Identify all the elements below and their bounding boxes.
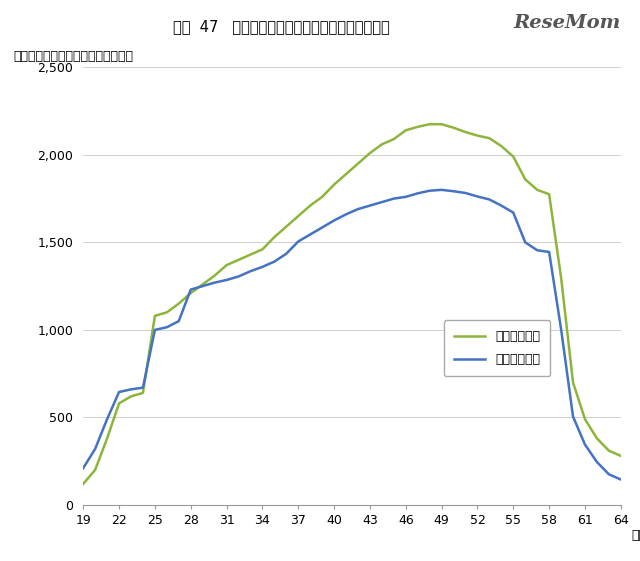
現状シナリオ — [366, 202, 374, 209]
現状シナリオ — [402, 194, 410, 200]
改善シナリオ — [139, 389, 147, 396]
Text: 図表  47   各歳別の税・社会保障の純負担額の推移: 図表 47 各歳別の税・社会保障の純負担額の推移 — [173, 20, 390, 35]
現状シナリオ — [438, 186, 445, 193]
現状シナリオ — [414, 190, 422, 197]
改善シナリオ — [318, 194, 326, 200]
現状シナリオ — [509, 209, 517, 216]
現状シナリオ — [474, 193, 481, 200]
改善シナリオ — [438, 121, 445, 127]
現状シナリオ — [294, 238, 302, 245]
改善シナリオ — [509, 153, 517, 160]
改善シナリオ — [223, 262, 230, 269]
現状シナリオ — [139, 384, 147, 391]
改善シナリオ — [211, 272, 218, 279]
現状シナリオ — [545, 249, 553, 255]
改善シナリオ — [163, 309, 171, 316]
現状シナリオ — [115, 389, 123, 396]
改善シナリオ — [294, 213, 302, 219]
Line: 改善シナリオ: 改善シナリオ — [83, 124, 621, 484]
改善シナリオ — [569, 379, 577, 386]
改善シナリオ — [259, 246, 266, 252]
現状シナリオ — [187, 286, 195, 293]
現状シナリオ — [354, 206, 362, 213]
改善シナリオ — [115, 400, 123, 407]
改善シナリオ — [342, 171, 350, 177]
Legend: 改善シナリオ, 現状シナリオ: 改善シナリオ, 現状シナリオ — [444, 320, 550, 376]
改善シナリオ — [557, 274, 565, 280]
現状シナリオ — [259, 264, 266, 270]
現状シナリオ — [390, 195, 397, 202]
改善シナリオ — [127, 393, 135, 400]
現状シナリオ — [569, 413, 577, 420]
改善シナリオ — [617, 453, 625, 459]
改善シナリオ — [426, 121, 433, 127]
改善シナリオ — [378, 141, 386, 148]
現状シナリオ — [282, 250, 290, 257]
改善シナリオ — [402, 127, 410, 134]
現状シナリオ — [151, 327, 159, 333]
改善シナリオ — [79, 481, 87, 488]
改善シナリオ — [581, 416, 589, 422]
改善シナリオ — [366, 150, 374, 157]
X-axis label: （年齢）: （年齢） — [632, 529, 640, 542]
Text: （税・社会保障の純負担額：億円）: （税・社会保障の純負担額：億円） — [13, 50, 133, 63]
改善シナリオ — [187, 289, 195, 296]
現状シナリオ — [103, 416, 111, 422]
改善シナリオ — [271, 234, 278, 241]
改善シナリオ — [450, 125, 458, 131]
現状シナリオ — [199, 283, 207, 289]
現状シナリオ — [271, 258, 278, 265]
改善シナリオ — [545, 191, 553, 197]
改善シナリオ — [605, 447, 612, 454]
改善シナリオ — [390, 136, 397, 142]
現状シナリオ — [450, 188, 458, 195]
現状シナリオ — [533, 247, 541, 254]
改善シナリオ — [307, 202, 314, 209]
現状シナリオ — [581, 441, 589, 448]
改善シナリオ — [593, 435, 601, 442]
改善シナリオ — [235, 256, 243, 263]
改善シナリオ — [282, 223, 290, 230]
改善シナリオ — [175, 300, 182, 307]
現状シナリオ — [330, 217, 338, 224]
Text: ReseMom: ReseMom — [513, 14, 621, 32]
改善シナリオ — [151, 312, 159, 319]
現状シナリオ — [497, 202, 505, 209]
現状シナリオ — [163, 324, 171, 330]
改善シナリオ — [103, 435, 111, 442]
現状シナリオ — [593, 459, 601, 466]
現状シナリオ — [378, 199, 386, 205]
改善シナリオ — [461, 128, 469, 135]
改善シナリオ — [486, 135, 493, 141]
改善シナリオ — [354, 160, 362, 167]
現状シナリオ — [246, 268, 254, 274]
改善シナリオ — [474, 132, 481, 139]
改善シナリオ — [92, 467, 99, 473]
現状シナリオ — [557, 325, 565, 332]
現状シナリオ — [92, 445, 99, 452]
現状シナリオ — [426, 187, 433, 194]
改善シナリオ — [414, 123, 422, 130]
改善シナリオ — [497, 142, 505, 149]
現状シナリオ — [235, 273, 243, 280]
現状シナリオ — [461, 190, 469, 196]
Line: 現状シナリオ: 現状シナリオ — [83, 190, 621, 480]
現状シナリオ — [127, 386, 135, 393]
現状シナリオ — [307, 231, 314, 238]
改善シナリオ — [533, 186, 541, 193]
現状シナリオ — [342, 211, 350, 218]
改善シナリオ — [522, 176, 529, 183]
現状シナリオ — [318, 224, 326, 231]
現状シナリオ — [617, 476, 625, 483]
現状シナリオ — [223, 277, 230, 283]
現状シナリオ — [486, 196, 493, 203]
現状シナリオ — [175, 318, 182, 324]
現状シナリオ — [605, 471, 612, 477]
現状シナリオ — [522, 239, 529, 246]
改善シナリオ — [330, 181, 338, 188]
改善シナリオ — [199, 281, 207, 288]
改善シナリオ — [246, 251, 254, 258]
現状シナリオ — [79, 465, 87, 471]
現状シナリオ — [211, 279, 218, 286]
